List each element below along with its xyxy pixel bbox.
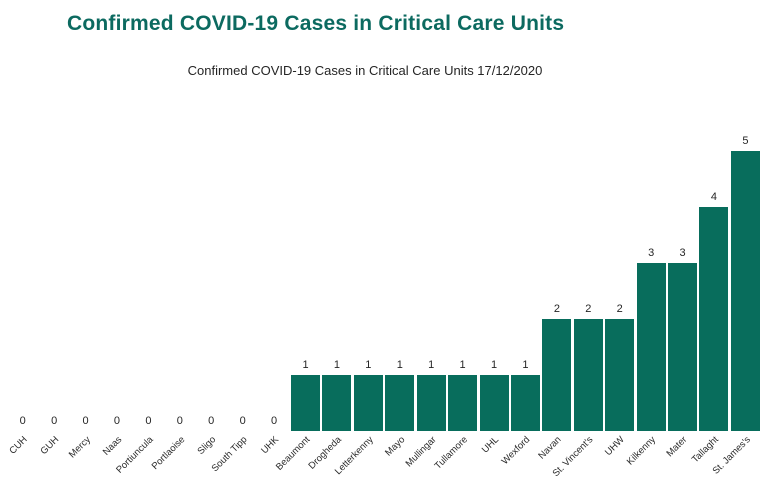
data-label: 0 <box>113 415 121 427</box>
category-cell: Mater <box>664 431 698 470</box>
bar-column: 5 <box>730 136 761 431</box>
category-label: Mater <box>664 434 690 460</box>
bar-column: 2 <box>604 304 635 431</box>
bar-column: 0 <box>38 416 69 431</box>
category-cell: GUH <box>38 431 69 470</box>
category-label: UHL <box>479 434 502 456</box>
data-label: 1 <box>428 359 435 371</box>
category-cell: South Tipp <box>210 431 258 474</box>
bar[interactable] <box>291 375 320 431</box>
bar-column: 0 <box>70 416 101 431</box>
bar[interactable] <box>448 375 478 431</box>
category-label: UHW <box>602 434 627 459</box>
bar-column: 3 <box>667 248 698 431</box>
bar[interactable] <box>385 375 415 431</box>
category-label: Mercy <box>66 434 93 461</box>
category-label: GUH <box>38 434 62 458</box>
bar[interactable] <box>542 319 572 431</box>
bar-column: 0 <box>101 416 132 431</box>
bar-column: 0 <box>164 416 195 431</box>
data-label: 0 <box>239 415 246 427</box>
data-label: 1 <box>396 359 403 371</box>
bar[interactable] <box>353 375 383 431</box>
category-cell: Kilkenny <box>625 431 666 470</box>
chart-subtitle: Confirmed COVID-19 Cases in Critical Car… <box>187 63 543 78</box>
category-cell: Mercy <box>66 431 101 470</box>
category-cell: CUH <box>7 431 38 470</box>
bar-column: 0 <box>258 416 289 431</box>
category-label: Naas <box>100 434 125 458</box>
bar[interactable] <box>699 207 729 431</box>
category-cell: Tullamore <box>432 431 478 471</box>
bar-column: 1 <box>415 360 446 431</box>
data-label: 1 <box>302 359 309 371</box>
bar-column: 2 <box>573 304 604 431</box>
category-cell: St. Vincent's <box>551 431 604 479</box>
data-label: 0 <box>176 415 183 427</box>
data-label: 0 <box>208 415 215 427</box>
bar[interactable] <box>668 263 698 431</box>
category-label: Sligo <box>195 434 219 458</box>
bar[interactable] <box>479 375 509 431</box>
x-axis-labels: CUH GUH Mercy Naas Portiuncula Portlaoise Slig… <box>7 431 761 479</box>
bar[interactable] <box>573 319 603 431</box>
bar-column: 1 <box>290 360 321 431</box>
bar[interactable] <box>636 263 666 431</box>
data-label: 2 <box>616 303 623 315</box>
data-label: 2 <box>553 303 560 315</box>
data-label: 3 <box>679 247 686 259</box>
bar-column: 0 <box>227 416 258 431</box>
data-label: 1 <box>365 359 372 371</box>
bar-chart: 0 0 0 0 0 0 0 0 0 1 1 1 1 1 1 1 1 2 2 2 3 3 4 5 CUH GUH Mercy Naas… <box>7 95 761 479</box>
data-label: 1 <box>490 359 498 371</box>
bar[interactable] <box>322 375 352 431</box>
data-label: 0 <box>19 415 26 427</box>
data-label: 1 <box>333 359 340 371</box>
bar-column: 1 <box>478 360 509 431</box>
bar-column: 4 <box>698 192 729 431</box>
bar[interactable] <box>730 151 760 431</box>
bar-column: 1 <box>510 360 541 431</box>
bar-column: 2 <box>541 304 572 431</box>
data-label: 1 <box>459 359 466 371</box>
bar[interactable] <box>605 319 635 431</box>
category-label: CUH <box>7 434 30 457</box>
bar-column: 0 <box>7 416 38 431</box>
category-label: UHK <box>259 434 282 457</box>
bar-column: 0 <box>133 416 164 431</box>
category-label: Mayo <box>382 434 407 459</box>
bar-column: 1 <box>447 360 478 431</box>
data-label: 0 <box>145 415 152 427</box>
category-cell: Letterkenny <box>333 431 384 477</box>
data-label: 3 <box>648 247 655 259</box>
plot-area: 0 0 0 0 0 0 0 0 0 1 1 1 1 1 1 1 1 2 2 2 3 3 4 5 <box>7 95 761 431</box>
bar-column: 1 <box>353 360 384 431</box>
data-label: 0 <box>51 415 58 427</box>
bar-column: 1 <box>384 360 415 431</box>
bar-column: 1 <box>321 360 352 431</box>
data-label: 2 <box>585 303 592 315</box>
bar[interactable] <box>510 375 540 431</box>
page-title: Confirmed COVID-19 Cases in Critical Car… <box>67 12 565 35</box>
category-cell: Wexford <box>500 431 541 470</box>
data-label: 0 <box>82 415 89 427</box>
data-label: 5 <box>742 135 749 147</box>
bar-column: 3 <box>635 248 666 431</box>
bar[interactable] <box>416 375 446 431</box>
data-label: 0 <box>271 415 278 427</box>
category-cell: St. James's <box>710 431 761 476</box>
data-label: 4 <box>710 191 718 203</box>
bar-column: 0 <box>196 416 227 431</box>
data-label: 1 <box>522 359 529 371</box>
category-label: Navan <box>536 434 564 462</box>
category-cell: Portlaoise <box>149 431 195 472</box>
